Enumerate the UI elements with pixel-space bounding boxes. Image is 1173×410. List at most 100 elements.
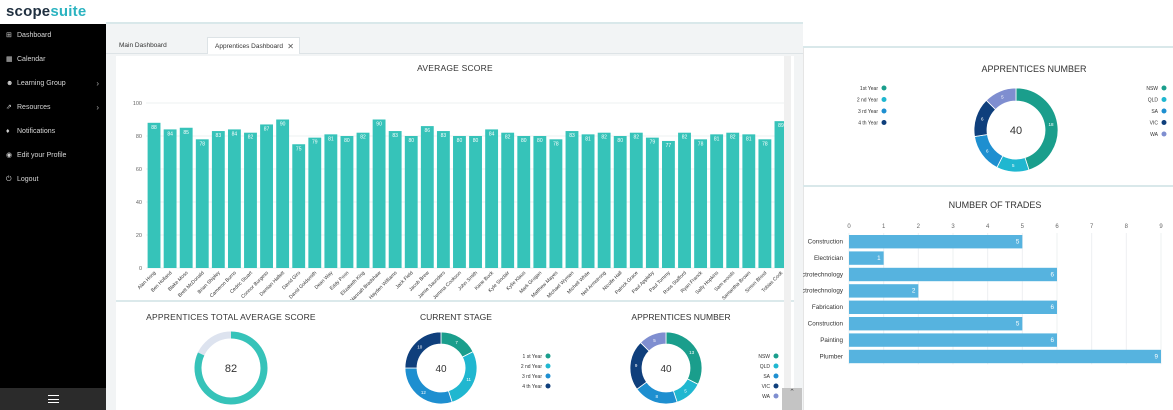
x-tick-label: 0	[847, 224, 851, 230]
sidebar-item-calendar[interactable]: ▦ Calendar	[0, 51, 106, 69]
bar[interactable]	[849, 317, 1023, 331]
bar[interactable]	[849, 349, 1161, 364]
donut-segment-2-nd-year[interactable]	[447, 351, 478, 403]
bar-value-label: 80	[344, 138, 350, 144]
bar-value-label: 85	[183, 130, 189, 136]
bar[interactable]	[849, 251, 884, 265]
trades-title: NUMBER OF TRADES	[948, 200, 1042, 210]
bar[interactable]	[292, 144, 306, 268]
bar[interactable]	[849, 235, 1023, 249]
sidebar-item-dashboard[interactable]: ⊞ Dashboard	[0, 27, 106, 45]
bar[interactable]	[849, 267, 1057, 282]
donut-segment-sa[interactable]	[974, 134, 1004, 168]
bar[interactable]	[420, 126, 434, 268]
bar[interactable]	[758, 139, 772, 268]
gauge-fill[interactable]	[194, 331, 268, 405]
legend-marker	[773, 383, 779, 389]
bar[interactable]	[195, 139, 209, 268]
bar[interactable]	[147, 122, 161, 268]
bar[interactable]	[662, 140, 675, 268]
legend-marker	[773, 373, 779, 379]
vertical-scrollbar[interactable]	[784, 56, 791, 410]
bar[interactable]	[549, 139, 563, 268]
tab-main-dashboard[interactable]: Main Dashboard	[119, 42, 167, 49]
legend-marker	[1161, 85, 1167, 91]
bar[interactable]	[404, 136, 418, 268]
bar[interactable]	[501, 132, 515, 268]
bar[interactable]	[356, 132, 370, 268]
bar-value-label: 1	[877, 255, 881, 262]
donut-segment-nsw[interactable]	[1015, 87, 1059, 171]
close-tab-icon[interactable]: ✕	[287, 42, 294, 51]
bar[interactable]	[276, 119, 290, 269]
bar[interactable]	[324, 134, 338, 268]
sidebar-item-label: Calendar	[17, 56, 46, 63]
bar[interactable]	[340, 136, 354, 268]
sidebar-item-learning-group[interactable]: ☻ Learning Group ›	[0, 75, 106, 93]
bar[interactable]	[581, 134, 595, 268]
sidebar-item-resources[interactable]: ⇗ Resources ›	[0, 99, 106, 117]
bar[interactable]	[163, 129, 177, 268]
bar[interactable]	[260, 124, 273, 268]
bar[interactable]	[694, 139, 708, 268]
bar[interactable]	[849, 284, 919, 298]
apprentices-number-small-card: APPRENTICES NUMBER 13 5 8 9 5 40 NSW QLD SA VIC WA	[571, 302, 794, 410]
legend-label: 3 rd Year	[858, 109, 878, 115]
header-divider	[106, 22, 803, 24]
bar[interactable]	[565, 131, 579, 268]
current-stage-card: CURRENT STAGE 7 11 12 10 40 1 st Year 2 nd Yea…	[346, 302, 571, 410]
bar[interactable]	[453, 136, 466, 268]
right-panel-top-border	[803, 46, 1173, 48]
bar[interactable]	[849, 333, 1057, 347]
bar[interactable]	[645, 137, 659, 268]
segment-value-label: 5	[684, 388, 687, 393]
bar[interactable]	[710, 134, 724, 268]
bar-value-label: 78	[762, 141, 768, 147]
bar[interactable]	[211, 131, 225, 268]
bar-value-label: 83	[216, 133, 222, 139]
legend-label: QLD	[760, 364, 771, 370]
legend-marker	[1161, 108, 1167, 114]
app-logo[interactable]: scopesuite	[6, 3, 87, 20]
x-tick-label: 2	[917, 224, 921, 230]
bar-value-label: 78	[698, 141, 704, 147]
bar[interactable]	[485, 129, 499, 268]
bar[interactable]	[613, 136, 627, 268]
bar[interactable]	[597, 132, 611, 268]
bar[interactable]	[726, 132, 740, 268]
sidebar-item-logout[interactable]: ⏻ Logout	[0, 171, 106, 189]
donut-segment-wa[interactable]	[639, 331, 667, 352]
bar[interactable]	[849, 300, 1057, 314]
sidebar-item-notifications[interactable]: ♦ Notifications	[0, 123, 106, 141]
bar[interactable]	[742, 134, 756, 268]
bar[interactable]	[629, 132, 643, 268]
bar[interactable]	[372, 119, 386, 269]
y-tick-label: Construction	[808, 321, 844, 328]
legend-marker	[545, 373, 551, 379]
tab-apprentices-dashboard[interactable]: Apprentices Dashboard ✕	[207, 37, 300, 54]
current-stage-title: CURRENT STAGE	[420, 312, 492, 322]
donut-segment-vic[interactable]	[629, 341, 650, 390]
bar[interactable]	[308, 137, 322, 268]
bar[interactable]	[179, 127, 193, 268]
donut-segment-4-th-year[interactable]	[404, 331, 442, 369]
menu-toggle-icon[interactable]	[48, 395, 59, 403]
bar[interactable]	[678, 132, 691, 268]
bar[interactable]	[227, 129, 241, 268]
x-tick-label: 9	[1159, 224, 1163, 230]
bar[interactable]	[533, 136, 547, 268]
segment-value-label: 13	[689, 350, 695, 355]
legend-label: NSW	[1146, 86, 1158, 92]
donut-segment-nsw[interactable]	[665, 331, 703, 385]
bar[interactable]	[244, 132, 257, 268]
bar[interactable]	[469, 136, 482, 268]
donut-segment-wa[interactable]	[985, 87, 1017, 111]
bar-value-label: 80	[457, 138, 463, 144]
sidebar-item-label: Dashboard	[17, 32, 52, 39]
bar[interactable]	[436, 131, 450, 268]
sidebar-item-edit-your-profile[interactable]: ◉ Edit your Profile	[0, 147, 106, 165]
scroll-top-button[interactable]: ⌃	[782, 388, 802, 410]
bar[interactable]	[517, 136, 531, 268]
bar-value-label: 78	[553, 141, 559, 147]
bar[interactable]	[388, 131, 402, 268]
